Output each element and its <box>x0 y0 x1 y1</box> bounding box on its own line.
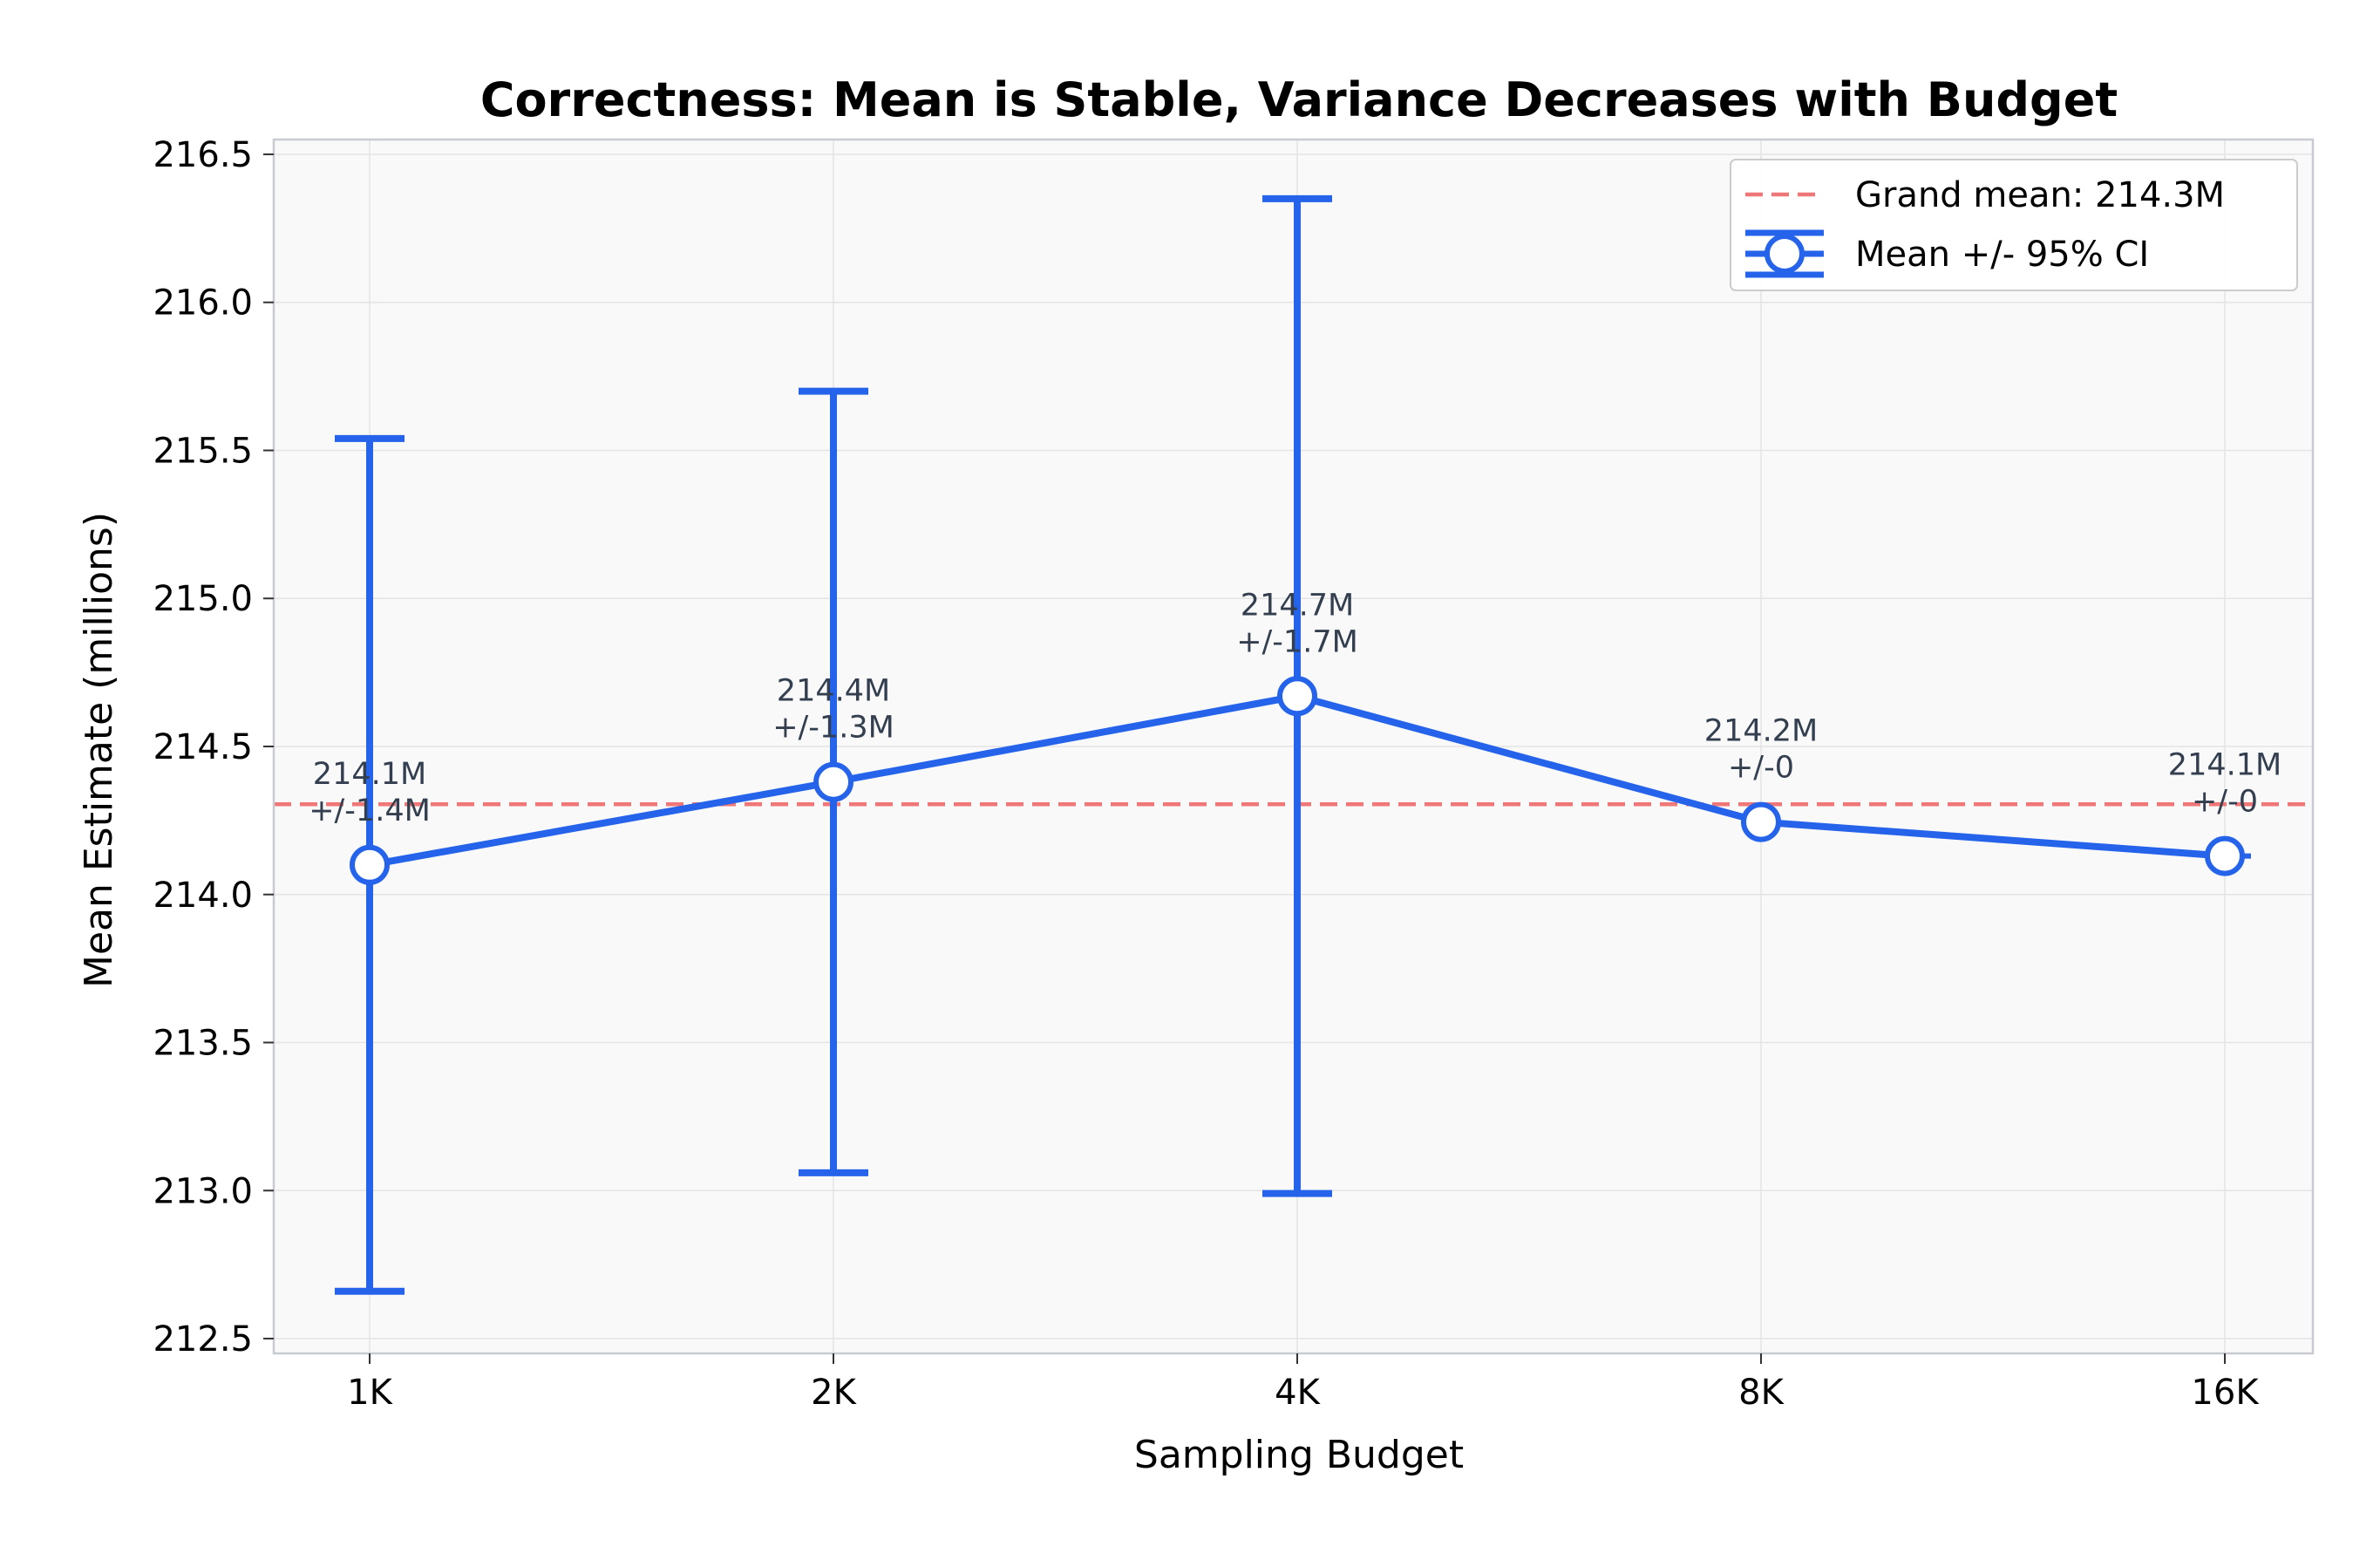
annotation-mean: 214.2M <box>1704 714 1818 749</box>
point-annotation: 214.7M+/-1.7M <box>1236 588 1358 659</box>
chart-title: Correctness: Mean is Stable, Variance De… <box>480 72 2118 127</box>
axes: 212.5 213.0 213.5 214.0 214.5 215.0 215.5 216.0… <box>153 135 2315 1413</box>
y-tick-label: 215.0 <box>153 579 253 619</box>
x-tick-label: 1K <box>347 1373 393 1413</box>
annotation-ci: +/-1.3M <box>772 711 894 746</box>
annotation-ci: +/-0 <box>1728 751 1794 786</box>
legend-series-label: Mean +/- 95% CI <box>1855 235 2149 275</box>
x-tick-label: 2K <box>811 1373 857 1413</box>
legend-swatch-marker <box>1765 234 1805 274</box>
legend-series-swatch <box>1745 229 1824 278</box>
x-tick-label: 16K <box>2191 1373 2260 1413</box>
annotation-mean: 214.1M <box>313 757 426 792</box>
y-tick-label: 213.0 <box>153 1171 253 1211</box>
legend-box <box>1730 159 2298 291</box>
y-tick-label: 213.5 <box>153 1024 253 1064</box>
data-point <box>350 844 390 885</box>
point-annotation: 214.2M+/-0 <box>1704 714 1818 786</box>
annotation-mean: 214.1M <box>2168 748 2281 783</box>
legend-reference-label: Grand mean: 214.3M <box>1855 175 2225 215</box>
annotation-ci: +/-0 <box>2192 785 2258 820</box>
annotation-ci: +/-1.4M <box>309 794 431 828</box>
data-point <box>1741 801 1781 842</box>
x-tick-label: 4K <box>1275 1373 1321 1413</box>
y-axis-label: Mean Estimate (millions) <box>77 512 121 988</box>
point-annotation: 214.4M+/-1.3M <box>772 674 894 746</box>
y-tick-label: 215.5 <box>153 431 253 471</box>
x-axis-label: Sampling Budget <box>1134 1433 1464 1477</box>
x-tick-label: 8K <box>1738 1373 1785 1413</box>
y-tick-label: 216.5 <box>153 135 253 175</box>
data-points <box>350 676 2245 885</box>
data-point <box>813 761 853 802</box>
y-tick-label: 214.5 <box>153 727 253 767</box>
annotation-mean: 214.7M <box>1241 588 1354 623</box>
point-annotation: 214.1M+/-0 <box>2168 748 2281 820</box>
annotation-mean: 214.4M <box>777 674 890 709</box>
y-tick-label: 214.0 <box>153 876 253 916</box>
legend: Grand mean: 214.3M Mean +/- 95% CI <box>1730 159 2298 291</box>
annotation-ci: +/-1.7M <box>1236 624 1358 659</box>
point-annotation: 214.1M+/-1.4M <box>309 757 431 828</box>
y-tick-label: 212.5 <box>153 1319 253 1360</box>
y-tick-label: 216.0 <box>153 283 253 324</box>
data-point <box>1277 676 1317 717</box>
data-point <box>2205 835 2245 876</box>
point-annotations: 214.1M+/-1.4M214.4M+/-1.3M214.7M+/-1.7M2… <box>309 588 2281 828</box>
